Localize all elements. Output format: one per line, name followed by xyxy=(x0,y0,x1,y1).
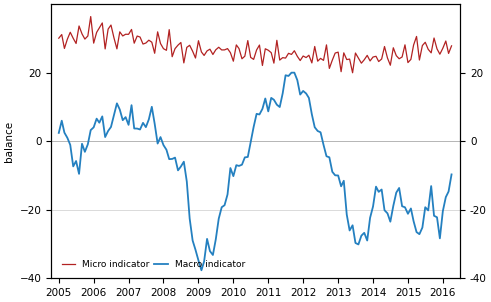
Line: Micro indicator: Micro indicator xyxy=(59,17,452,73)
Legend: Micro indicator, Macro indicator: Micro indicator, Macro indicator xyxy=(60,258,247,271)
Line: Macro indicator: Macro indicator xyxy=(59,73,452,270)
Y-axis label: balance: balance xyxy=(4,120,14,162)
